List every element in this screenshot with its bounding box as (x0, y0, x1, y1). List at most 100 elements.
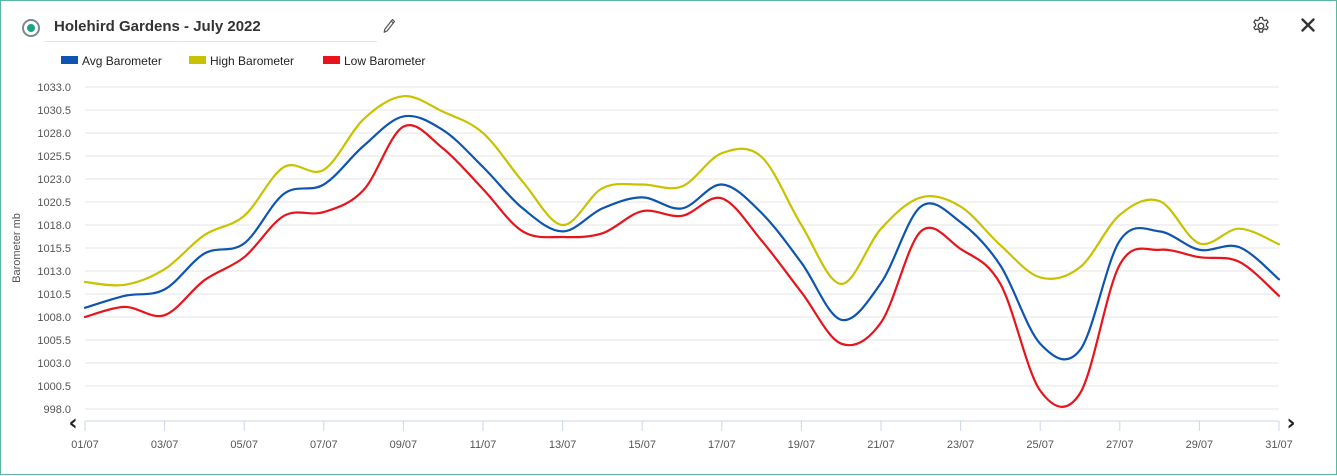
data-point-high-barometer[interactable] (1196, 240, 1202, 246)
data-point-low-barometer[interactable] (440, 146, 446, 152)
data-point-avg-barometer[interactable] (281, 191, 287, 197)
data-point-low-barometer[interactable] (361, 187, 367, 193)
gear-icon[interactable] (1251, 16, 1271, 36)
data-point-low-barometer[interactable] (201, 277, 207, 283)
data-point-low-barometer[interactable] (1077, 390, 1083, 396)
data-point-high-barometer[interactable] (798, 222, 804, 228)
data-point-high-barometer[interactable] (321, 167, 327, 173)
pencil-icon[interactable] (382, 18, 396, 34)
data-point-low-barometer[interactable] (599, 230, 605, 236)
data-point-avg-barometer[interactable] (400, 113, 406, 119)
data-point-high-barometer[interactable] (361, 116, 367, 122)
data-point-avg-barometer[interactable] (122, 293, 128, 299)
data-point-avg-barometer[interactable] (878, 280, 884, 286)
data-point-low-barometer[interactable] (520, 228, 526, 234)
data-point-avg-barometer[interactable] (997, 263, 1003, 269)
data-point-high-barometer[interactable] (400, 93, 406, 99)
data-point-avg-barometer[interactable] (361, 143, 367, 149)
data-point-low-barometer[interactable] (281, 213, 287, 219)
data-point-low-barometer[interactable] (162, 312, 168, 318)
data-point-avg-barometer[interactable] (162, 286, 168, 292)
series-line-high-barometer[interactable] (83, 95, 1281, 287)
data-point-high-barometer[interactable] (520, 179, 526, 185)
legend-item-avg[interactable]: Avg Barometer (61, 53, 162, 68)
data-point-high-barometer[interactable] (759, 154, 765, 160)
data-point-avg-barometer[interactable] (798, 260, 804, 266)
data-point-high-barometer[interactable] (838, 281, 844, 287)
data-point-high-barometer[interactable] (241, 213, 247, 219)
data-point-low-barometer[interactable] (679, 213, 685, 219)
data-point-avg-barometer[interactable] (958, 219, 964, 225)
data-point-low-barometer[interactable] (1157, 247, 1163, 253)
data-point-low-barometer[interactable] (480, 186, 486, 192)
data-point-high-barometer[interactable] (1157, 198, 1163, 204)
data-point-high-barometer[interactable] (201, 232, 207, 238)
series-line-low-barometer[interactable] (83, 124, 1281, 408)
data-point-low-barometer[interactable] (639, 208, 645, 214)
data-point-low-barometer[interactable] (759, 238, 765, 244)
data-point-avg-barometer[interactable] (440, 127, 446, 133)
data-point-avg-barometer[interactable] (1196, 247, 1202, 253)
data-point-low-barometer[interactable] (997, 281, 1003, 287)
data-point-avg-barometer[interactable] (520, 205, 526, 211)
data-point-low-barometer[interactable] (1236, 259, 1242, 265)
data-point-low-barometer[interactable] (321, 209, 327, 215)
data-point-avg-barometer[interactable] (321, 182, 327, 188)
data-point-high-barometer[interactable] (918, 194, 924, 200)
data-point-low-barometer[interactable] (1037, 388, 1043, 394)
data-point-avg-barometer[interactable] (679, 205, 685, 211)
data-point-low-barometer[interactable] (958, 246, 964, 252)
data-point-high-barometer[interactable] (1276, 241, 1282, 247)
data-point-high-barometer[interactable] (679, 183, 685, 189)
data-point-low-barometer[interactable] (878, 320, 884, 326)
data-point-high-barometer[interactable] (1236, 226, 1242, 232)
data-point-avg-barometer[interactable] (1236, 244, 1242, 250)
data-point-high-barometer[interactable] (599, 185, 605, 191)
data-point-avg-barometer[interactable] (639, 194, 645, 200)
data-point-low-barometer[interactable] (1196, 254, 1202, 260)
data-point-low-barometer[interactable] (82, 314, 88, 320)
data-point-low-barometer[interactable] (798, 289, 804, 295)
data-point-avg-barometer[interactable] (1157, 228, 1163, 234)
data-point-low-barometer[interactable] (918, 228, 924, 234)
data-point-high-barometer[interactable] (997, 242, 1003, 248)
data-point-high-barometer[interactable] (480, 130, 486, 136)
data-point-avg-barometer[interactable] (759, 210, 765, 216)
data-point-avg-barometer[interactable] (719, 182, 725, 188)
data-point-low-barometer[interactable] (838, 341, 844, 347)
legend-item-high[interactable]: High Barometer (189, 53, 294, 68)
data-point-high-barometer[interactable] (1037, 274, 1043, 280)
data-point-high-barometer[interactable] (281, 164, 287, 170)
data-point-high-barometer[interactable] (639, 182, 645, 188)
data-point-low-barometer[interactable] (400, 124, 406, 130)
data-point-high-barometer[interactable] (719, 150, 725, 156)
data-point-low-barometer[interactable] (719, 195, 725, 201)
data-point-avg-barometer[interactable] (480, 164, 486, 170)
data-point-high-barometer[interactable] (958, 204, 964, 210)
data-point-low-barometer[interactable] (560, 234, 566, 240)
title-field[interactable]: Holehird Gardens - July 2022 (45, 14, 377, 42)
data-point-low-barometer[interactable] (1276, 293, 1282, 299)
data-point-avg-barometer[interactable] (1037, 341, 1043, 347)
data-point-high-barometer[interactable] (440, 109, 446, 115)
legend-item-low[interactable]: Low Barometer (323, 53, 425, 68)
data-point-avg-barometer[interactable] (1276, 276, 1282, 282)
data-point-avg-barometer[interactable] (560, 228, 566, 234)
data-point-avg-barometer[interactable] (201, 251, 207, 257)
data-point-avg-barometer[interactable] (1077, 347, 1083, 353)
data-point-high-barometer[interactable] (1117, 212, 1123, 218)
chevron-left-icon[interactable]: ‹ (68, 411, 77, 436)
data-point-avg-barometer[interactable] (1117, 238, 1123, 244)
data-point-high-barometer[interactable] (82, 279, 88, 285)
data-point-avg-barometer[interactable] (241, 240, 247, 246)
data-point-low-barometer[interactable] (241, 254, 247, 260)
data-point-low-barometer[interactable] (122, 304, 128, 310)
data-point-high-barometer[interactable] (878, 226, 884, 232)
data-point-high-barometer[interactable] (560, 222, 566, 228)
data-point-avg-barometer[interactable] (918, 204, 924, 210)
data-point-low-barometer[interactable] (1117, 262, 1123, 268)
chevron-right-icon[interactable]: › (1286, 411, 1295, 436)
status-radio-icon[interactable] (22, 19, 40, 37)
data-point-avg-barometer[interactable] (838, 317, 844, 323)
close-icon[interactable] (1298, 15, 1318, 35)
